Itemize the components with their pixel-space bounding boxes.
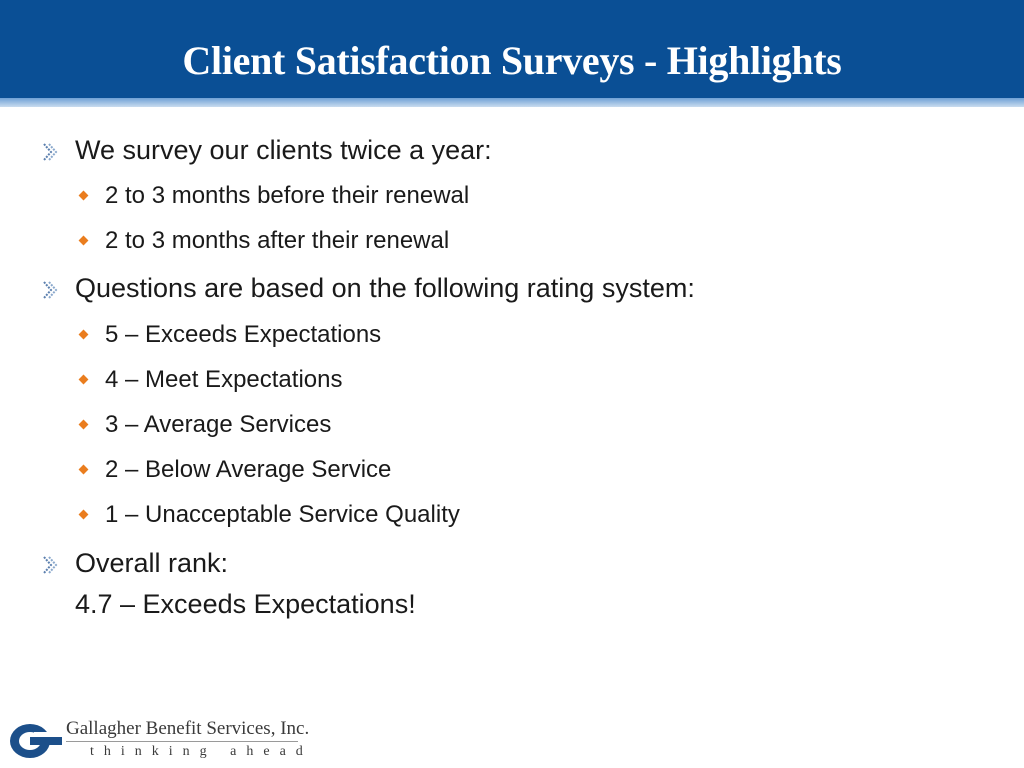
diamond-bullet-icon: [78, 235, 89, 246]
diamond-bullet-icon: [78, 419, 89, 430]
diamond-bullet-icon: [78, 190, 89, 201]
overall-rank-label: Overall rank:: [75, 548, 229, 578]
diamond-bullet-icon: [78, 374, 89, 385]
title-banner: [0, 0, 1024, 98]
title-banner-rule: [0, 98, 1024, 107]
overall-rank-value: 4.7 – Exceeds Expectations!: [75, 589, 416, 619]
slide-title: Client Satisfaction Surveys - Highlights: [182, 38, 842, 83]
sub-bullet-text: 2 to 3 months after their renewal: [105, 227, 450, 254]
footer-divider: [66, 741, 298, 742]
diamond-bullet-icon: [78, 329, 89, 340]
gallagher-logo-icon: [10, 724, 62, 758]
sub-bullet-text: 1 – Unacceptable Service Quality: [105, 501, 460, 528]
chevron-arrow-icon: [43, 281, 58, 299]
sub-bullet-text: 4 – Meet Expectations: [105, 366, 343, 393]
company-tagline: thinking ahead: [90, 744, 313, 759]
diamond-bullet-icon: [78, 509, 89, 520]
slide-body: We survey our clients twice a year: 2 to…: [43, 135, 695, 619]
bullet-text: Questions are based on the following rat…: [75, 273, 695, 303]
sub-bullet-text: 5 – Exceeds Expectations: [105, 321, 382, 348]
chevron-arrow-icon: [43, 556, 58, 574]
sub-bullet-text: 2 to 3 months before their renewal: [105, 182, 470, 209]
sub-bullet-text: 2 – Below Average Service: [105, 456, 392, 483]
sub-bullet-text: 3 – Average Services: [105, 411, 332, 438]
company-name: Gallagher Benefit Services, Inc.: [66, 718, 310, 739]
diamond-bullet-icon: [78, 464, 89, 475]
chevron-arrow-icon: [43, 143, 58, 161]
bullet-text: We survey our clients twice a year:: [75, 135, 492, 165]
